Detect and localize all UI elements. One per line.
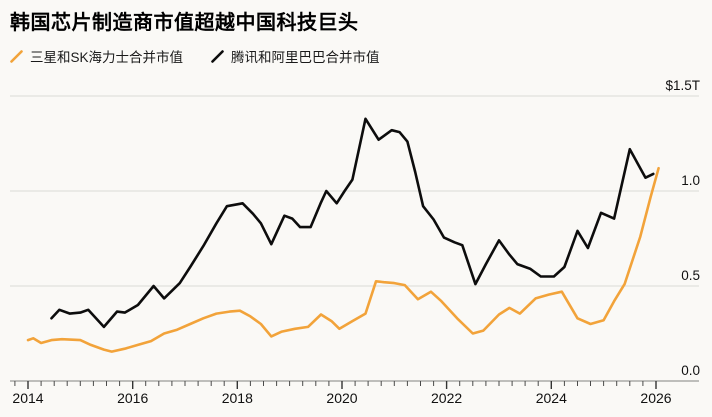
y-tick-label: 0.5 <box>681 268 700 283</box>
series-line-samsung-skhynix <box>26 166 660 353</box>
x-tick-label: 2024 <box>536 390 567 406</box>
x-tick-label: 2018 <box>222 390 253 406</box>
y-tick-label: 1.0 <box>681 173 700 188</box>
legend-item-tencent-alibaba: 腾讯和阿里巴巴合并市值 <box>211 46 380 66</box>
y-tick-label: 0.0 <box>681 363 700 378</box>
legend-label-samsung-skhynix: 三星和SK海力士合并市值 <box>30 50 184 65</box>
black-slash-icon <box>211 49 224 63</box>
x-tick-label: 2014 <box>12 390 43 406</box>
x-tick-label: 2020 <box>326 390 357 406</box>
chart-title: 韩国芯片制造商市值超越中国科技巨头 <box>10 12 359 34</box>
y-tick-label: $1.5T <box>665 78 700 93</box>
orange-slash-icon <box>10 49 23 63</box>
chart-legend: 三星和SK海力士合并市值 腾讯和阿里巴巴合并市值 <box>10 46 380 66</box>
legend-item-samsung-skhynix: 三星和SK海力士合并市值 <box>10 46 183 66</box>
x-tick-label: 2022 <box>431 390 462 406</box>
x-tick-label: 2016 <box>117 390 148 406</box>
x-tick-label: 2026 <box>640 390 671 406</box>
legend-label-tencent-alibaba: 腾讯和阿里巴巴合并市值 <box>231 50 380 65</box>
series-line-tencent-alibaba <box>50 117 655 329</box>
